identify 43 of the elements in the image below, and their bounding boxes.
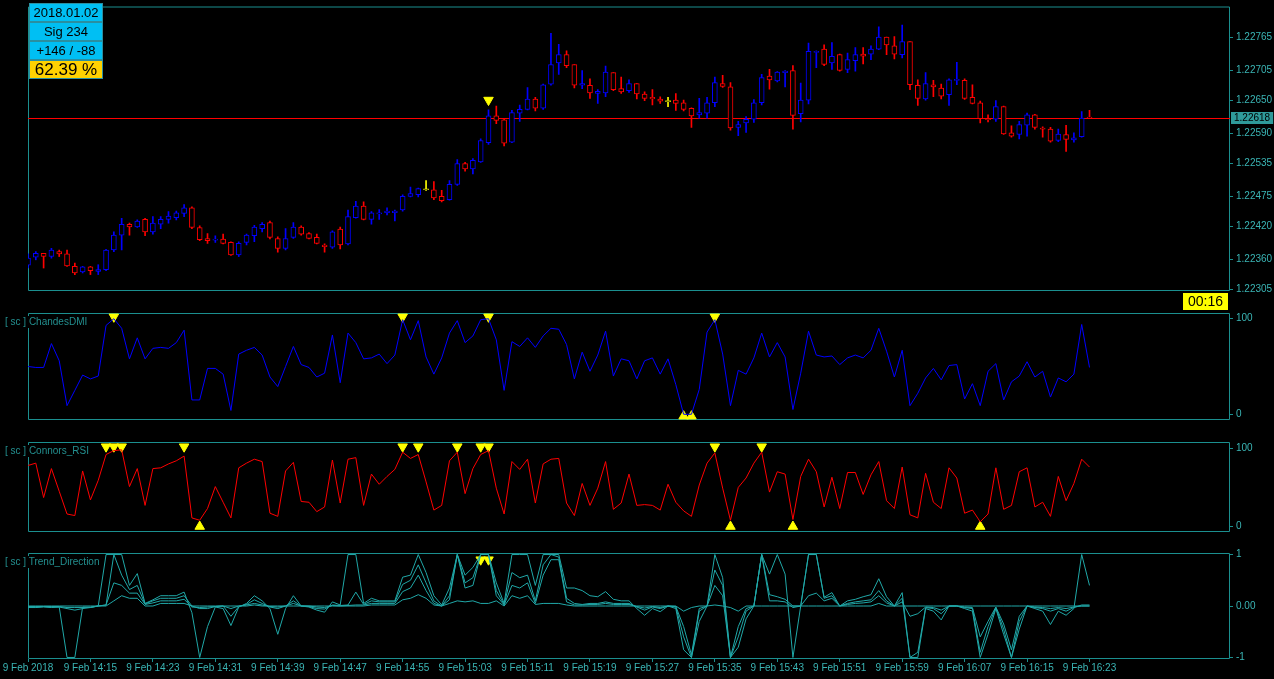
x-tick-label: 9 Feb 15:51 bbox=[813, 661, 867, 673]
x-tick-label: 9 Feb 15:43 bbox=[750, 661, 805, 673]
x-tick-label: 9 Feb 15:27 bbox=[625, 661, 680, 673]
y-tick-label: 100 bbox=[1236, 312, 1254, 324]
text: 00:16 bbox=[1183, 293, 1228, 310]
x-tick-label: 9 Feb 15:35 bbox=[688, 661, 742, 673]
x-tick-label: 9 Feb 2018 bbox=[2, 661, 54, 673]
x-tick-label: 9 Feb 16:23 bbox=[1062, 661, 1117, 673]
y-tick-label: 0.00 bbox=[1236, 599, 1256, 611]
y-tick-label: -1 bbox=[1236, 651, 1246, 663]
y-tick-label: 1.22535 bbox=[1236, 157, 1273, 169]
x-tick-label: 9 Feb 16:07 bbox=[937, 661, 992, 673]
x-tick-label: 9 Feb 14:15 bbox=[63, 661, 118, 673]
y-tick-label: 1.22420 bbox=[1236, 220, 1273, 232]
x-tick-label: 9 Feb 14:47 bbox=[313, 661, 368, 673]
y-tick-label: 1.22590 bbox=[1236, 127, 1273, 139]
annotation: 2018.01.02 bbox=[29, 3, 103, 22]
x-tick-label: 9 Feb 14:39 bbox=[251, 661, 305, 673]
chart-title: [ sc ] Connors_RSI bbox=[3, 445, 91, 457]
y-tick-label: 1.22305 bbox=[1236, 283, 1273, 295]
annotation: Sig 234 bbox=[29, 22, 103, 41]
y-tick-label: 1.22360 bbox=[1236, 253, 1273, 265]
y-tick-label: 100 bbox=[1236, 442, 1254, 454]
x-tick-label: 9 Feb 15:11 bbox=[501, 661, 555, 673]
x-tick-label: 9 Feb 15:03 bbox=[438, 661, 493, 673]
y-tick-label: 0 bbox=[1236, 520, 1242, 532]
y-tick-label: 1.22650 bbox=[1236, 94, 1273, 106]
ref-line-label: 1.22618 bbox=[1234, 111, 1271, 123]
x-tick-label: 9 Feb 14:23 bbox=[126, 661, 181, 673]
y-tick-label: 1.22475 bbox=[1236, 190, 1273, 202]
x-tick-label: 9 Feb 14:55 bbox=[375, 661, 430, 673]
x-tick-label: 9 Feb 14:31 bbox=[188, 661, 243, 673]
y-tick-label: 1.22705 bbox=[1236, 64, 1273, 76]
y-tick-label: 1.22765 bbox=[1236, 31, 1273, 43]
annotation: 62.39 % bbox=[29, 60, 103, 79]
x-tick-label: 9 Feb 15:19 bbox=[563, 661, 618, 673]
annotation: +146 / -88 bbox=[29, 41, 103, 60]
y-tick-label: 1 bbox=[1236, 548, 1242, 560]
x-tick-label: 9 Feb 15:59 bbox=[875, 661, 930, 673]
chart-title: [ sc ] ChandesDMI bbox=[3, 316, 90, 328]
y-tick-label: 0 bbox=[1236, 408, 1242, 420]
x-tick-label: 9 Feb 16:15 bbox=[1000, 661, 1055, 673]
chart-title: [ sc ] Trend_Direction bbox=[3, 556, 102, 568]
